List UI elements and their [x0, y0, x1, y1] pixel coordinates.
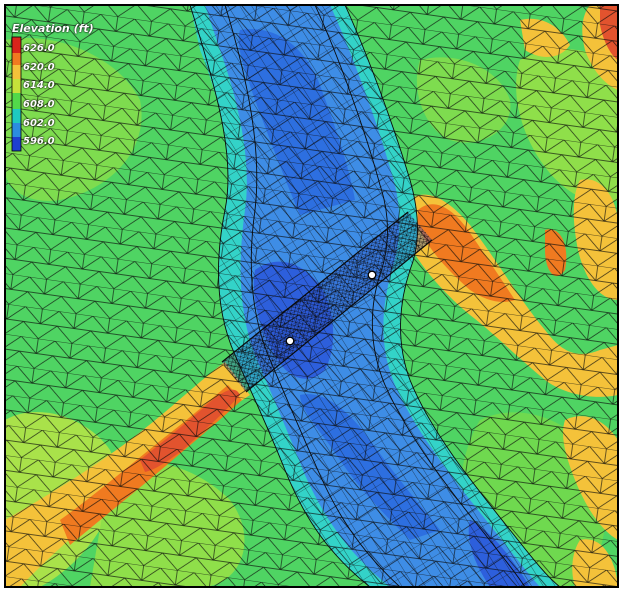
legend-label-596: 596.0 — [23, 136, 55, 147]
channel-bank-lines — [189, 5, 561, 587]
bridge-pier-1-marker[interactable] — [285, 336, 295, 346]
legend-label-626: 626.0 — [23, 43, 55, 54]
legend-label-602: 602.0 — [23, 118, 55, 129]
legend-title: Elevation (ft) — [12, 22, 94, 35]
legend-label-614: 614.0 — [23, 80, 55, 91]
legend-label-608: 608.0 — [23, 99, 55, 110]
legend-color-ramp — [11, 36, 22, 152]
map-border — [4, 4, 619, 588]
bridge-pier-2-marker[interactable] — [367, 270, 377, 280]
legend-label-620: 620.0 — [23, 62, 55, 73]
